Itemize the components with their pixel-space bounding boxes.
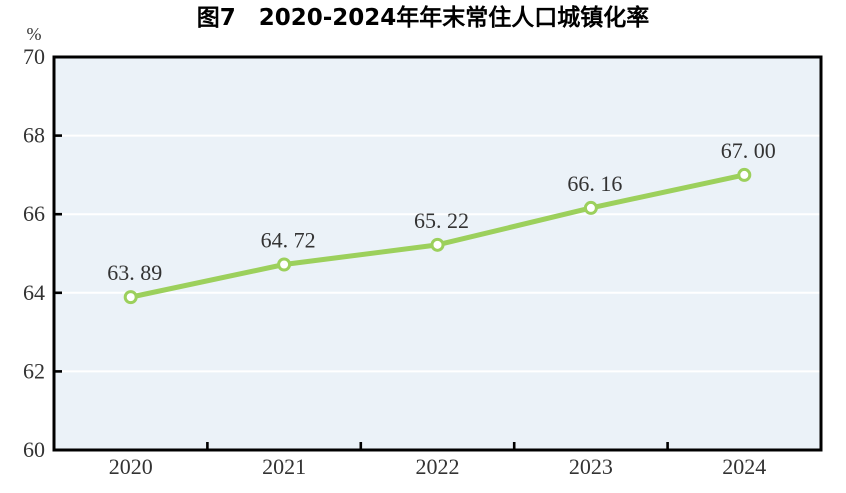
data-label: 66. 16 <box>567 171 622 196</box>
data-point-marker <box>737 167 752 182</box>
data-point-marker <box>123 290 138 305</box>
x-tick-label: 2022 <box>416 454 460 479</box>
x-tick-label: 2020 <box>109 454 153 479</box>
x-tick-label: 2023 <box>569 454 613 479</box>
data-point-marker <box>277 257 292 272</box>
plot-area-background <box>54 57 821 450</box>
y-tick-label: 62 <box>23 358 45 383</box>
data-label: 65. 22 <box>414 208 469 233</box>
plot-border <box>52 55 823 452</box>
data-label: 64. 72 <box>261 228 316 253</box>
x-tick-label: 2021 <box>262 454 306 479</box>
y-tick-label: 70 <box>23 44 45 69</box>
data-point-marker <box>583 200 598 215</box>
y-axis-unit-label: % <box>26 24 42 44</box>
chart-title: 图7 2020-2024年年末常住人口城镇化率 <box>196 5 650 31</box>
y-tick-label: 66 <box>23 201 45 226</box>
data-label: 63. 89 <box>107 260 162 285</box>
y-tick-label: 68 <box>23 123 45 148</box>
y-tick-label: 64 <box>23 280 45 305</box>
y-tick-label: 60 <box>23 437 45 462</box>
data-label: 67. 00 <box>721 138 776 163</box>
x-tick-label: 2024 <box>722 454 766 479</box>
data-point-marker <box>430 237 445 252</box>
